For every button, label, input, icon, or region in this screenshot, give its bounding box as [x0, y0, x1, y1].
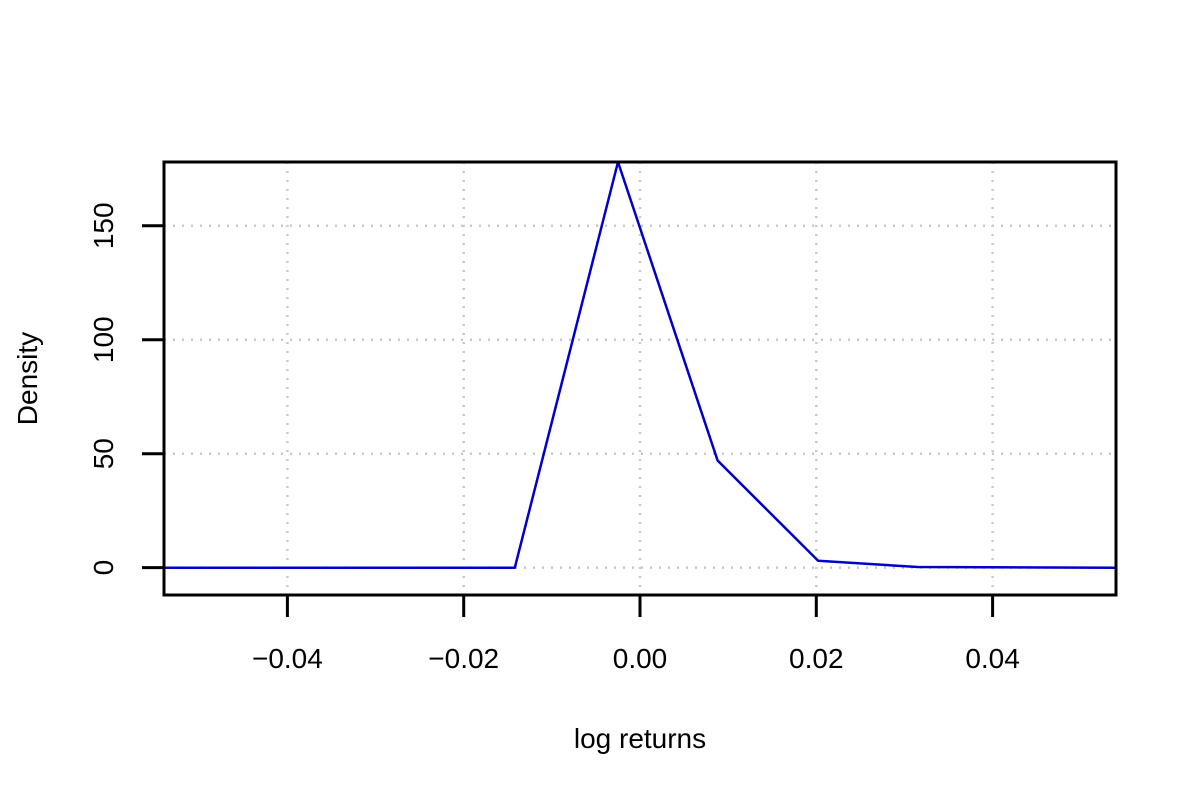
- y-tick-label: 100: [88, 316, 119, 363]
- x-tick-label: −0.02: [428, 643, 499, 674]
- x-tick-label: −0.04: [252, 643, 323, 674]
- x-tick-label: 0.04: [965, 643, 1020, 674]
- plot-frame: [162, 160, 1118, 597]
- y-tick-label: 50: [88, 438, 119, 469]
- x-axis: −0.04 −0.02 0.00 0.02 0.04: [252, 595, 1020, 674]
- x-axis-title: log returns: [574, 723, 706, 754]
- y-tick-label: 150: [88, 202, 119, 249]
- y-tick-label: 0: [88, 560, 119, 576]
- x-tick-label: 0.02: [789, 643, 844, 674]
- density-line: [164, 160, 1117, 569]
- y-axis: 0 50 100 150: [88, 202, 164, 575]
- y-axis-title: Density: [12, 332, 43, 425]
- x-tick-label: 0.00: [613, 643, 668, 674]
- series-layer: [164, 160, 1117, 569]
